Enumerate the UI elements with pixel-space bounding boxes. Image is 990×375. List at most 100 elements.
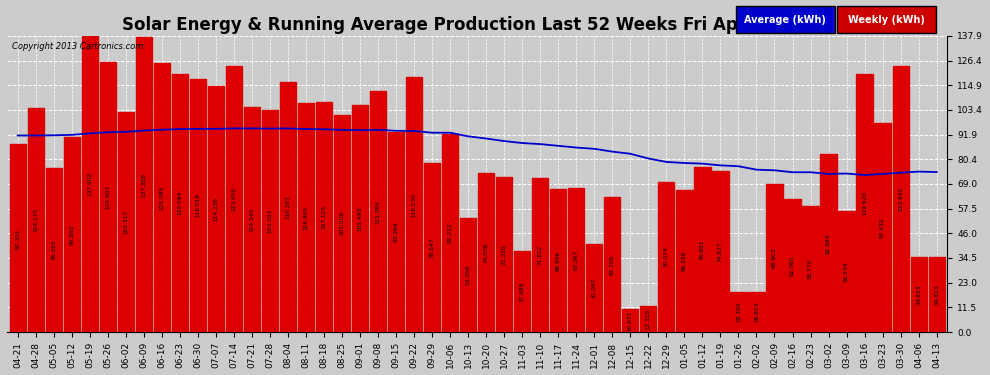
Text: 66.288: 66.288	[682, 251, 687, 271]
Bar	[713, 171, 729, 332]
Text: 76.881: 76.881	[700, 239, 705, 260]
Bar	[100, 62, 116, 332]
Bar	[911, 257, 927, 332]
Text: 118.019: 118.019	[195, 193, 200, 217]
Text: 58.770: 58.770	[808, 259, 813, 279]
Bar	[874, 123, 891, 332]
Text: Weekly (kWh): Weekly (kWh)	[848, 15, 926, 24]
Bar	[929, 257, 944, 332]
Text: 125.095: 125.095	[159, 186, 164, 210]
Bar	[226, 66, 243, 332]
Text: 116.267: 116.267	[285, 195, 290, 219]
Bar	[766, 184, 783, 332]
Bar	[550, 189, 566, 332]
Text: 120.094: 120.094	[177, 191, 182, 215]
Bar	[298, 104, 314, 332]
Bar	[856, 75, 873, 332]
Bar	[623, 309, 639, 332]
Bar	[370, 92, 386, 332]
Bar	[424, 163, 441, 332]
Bar	[208, 87, 224, 332]
Text: 102.517: 102.517	[124, 210, 129, 234]
Bar	[496, 177, 513, 332]
Text: 37.688: 37.688	[520, 281, 525, 302]
Title: Solar Energy & Running Average Production Last 52 Weeks Fri Apr 19 06:31: Solar Energy & Running Average Productio…	[122, 16, 833, 34]
Text: 106.465: 106.465	[304, 206, 309, 230]
Text: 125.603: 125.603	[105, 185, 110, 209]
Text: 123.650: 123.650	[232, 187, 237, 211]
Text: 62.060: 62.060	[790, 255, 795, 276]
Bar	[514, 251, 531, 332]
Bar	[46, 168, 62, 332]
Text: 82.684: 82.684	[826, 233, 831, 254]
Bar	[153, 63, 170, 332]
Text: Copyright 2013 Cartronics.com: Copyright 2013 Cartronics.com	[12, 42, 143, 51]
Bar	[334, 115, 350, 332]
Bar	[586, 244, 603, 332]
Text: 123.642: 123.642	[898, 187, 903, 211]
Text: 56.534: 56.534	[844, 261, 849, 282]
Text: 76.355: 76.355	[51, 240, 56, 260]
Text: 66.696: 66.696	[555, 251, 560, 270]
Bar	[172, 74, 188, 332]
Text: 71.812: 71.812	[538, 245, 543, 265]
Text: 111.984: 111.984	[375, 200, 380, 224]
Text: 93.264: 93.264	[394, 222, 399, 242]
FancyBboxPatch shape	[736, 6, 835, 33]
Text: 104.175: 104.175	[34, 208, 39, 232]
Text: 105.493: 105.493	[357, 207, 362, 231]
Bar	[731, 292, 746, 332]
Text: 10.671: 10.671	[628, 310, 633, 331]
Bar	[280, 82, 296, 332]
Bar	[190, 78, 206, 332]
Bar	[82, 36, 98, 332]
Text: 104.545: 104.545	[249, 208, 254, 232]
Text: 74.038: 74.038	[484, 242, 489, 263]
Bar	[568, 188, 584, 332]
Text: 41.097: 41.097	[592, 278, 597, 298]
Bar	[136, 37, 152, 332]
Text: 107.125: 107.125	[322, 205, 327, 229]
Bar	[803, 206, 819, 332]
Text: 34.813: 34.813	[916, 284, 921, 305]
Text: 70.074: 70.074	[664, 246, 669, 267]
Bar	[604, 197, 621, 332]
Text: Average (kWh): Average (kWh)	[744, 15, 827, 24]
Bar	[641, 306, 656, 332]
Text: 101.209: 101.209	[340, 211, 345, 236]
Text: 103.503: 103.503	[267, 209, 272, 233]
Bar	[388, 132, 404, 332]
Text: 114.336: 114.336	[214, 197, 219, 221]
Text: 68.903: 68.903	[772, 248, 777, 268]
Text: 74.877: 74.877	[718, 242, 723, 262]
Text: 119.920: 119.920	[862, 191, 867, 215]
Bar	[28, 108, 44, 332]
Text: 90.892: 90.892	[69, 224, 74, 245]
Text: 67.067: 67.067	[574, 250, 579, 270]
Bar	[676, 190, 693, 332]
Text: 12.318: 12.318	[645, 309, 650, 329]
Text: 62.705: 62.705	[610, 255, 615, 275]
Text: 87.351: 87.351	[15, 228, 20, 249]
Text: 53.056: 53.056	[465, 265, 470, 285]
Bar	[694, 167, 711, 332]
Text: 137.268: 137.268	[142, 172, 147, 197]
FancyBboxPatch shape	[838, 6, 937, 33]
Bar	[443, 134, 458, 332]
Text: 18.813: 18.813	[754, 302, 759, 322]
Bar	[352, 105, 368, 332]
Text: 18.700: 18.700	[736, 302, 741, 322]
Text: 92.212: 92.212	[447, 223, 452, 243]
Bar	[784, 199, 801, 332]
Bar	[821, 154, 837, 332]
Bar	[839, 211, 854, 332]
Text: 137.902: 137.902	[87, 172, 92, 196]
Text: 78.647: 78.647	[430, 237, 435, 258]
Bar	[118, 112, 134, 332]
Bar	[893, 66, 909, 332]
Text: 34.813: 34.813	[935, 284, 940, 305]
Bar	[748, 292, 764, 332]
Bar	[658, 182, 674, 332]
Bar	[316, 102, 333, 332]
Bar	[460, 218, 476, 332]
